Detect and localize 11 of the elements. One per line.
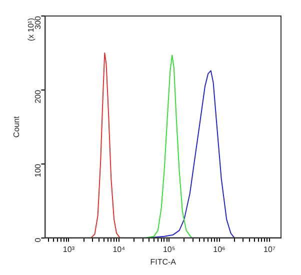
x-tick-label: 10⁷	[264, 244, 276, 254]
text: (x 10¹)	[26, 18, 36, 42]
y-tick-label: 200	[33, 89, 42, 104]
x-tick-label: 10⁴	[112, 244, 126, 254]
x-tick-label: 10⁵	[162, 244, 176, 254]
x-tick-label: 10⁶	[213, 244, 226, 254]
y-tick-label: 0	[33, 237, 42, 242]
y-tick-label: 100	[33, 163, 42, 178]
y-axis-title: Count	[12, 115, 22, 138]
x-axis-title: FITC-A	[150, 257, 177, 266]
x-tick-label: 10³	[62, 244, 75, 254]
